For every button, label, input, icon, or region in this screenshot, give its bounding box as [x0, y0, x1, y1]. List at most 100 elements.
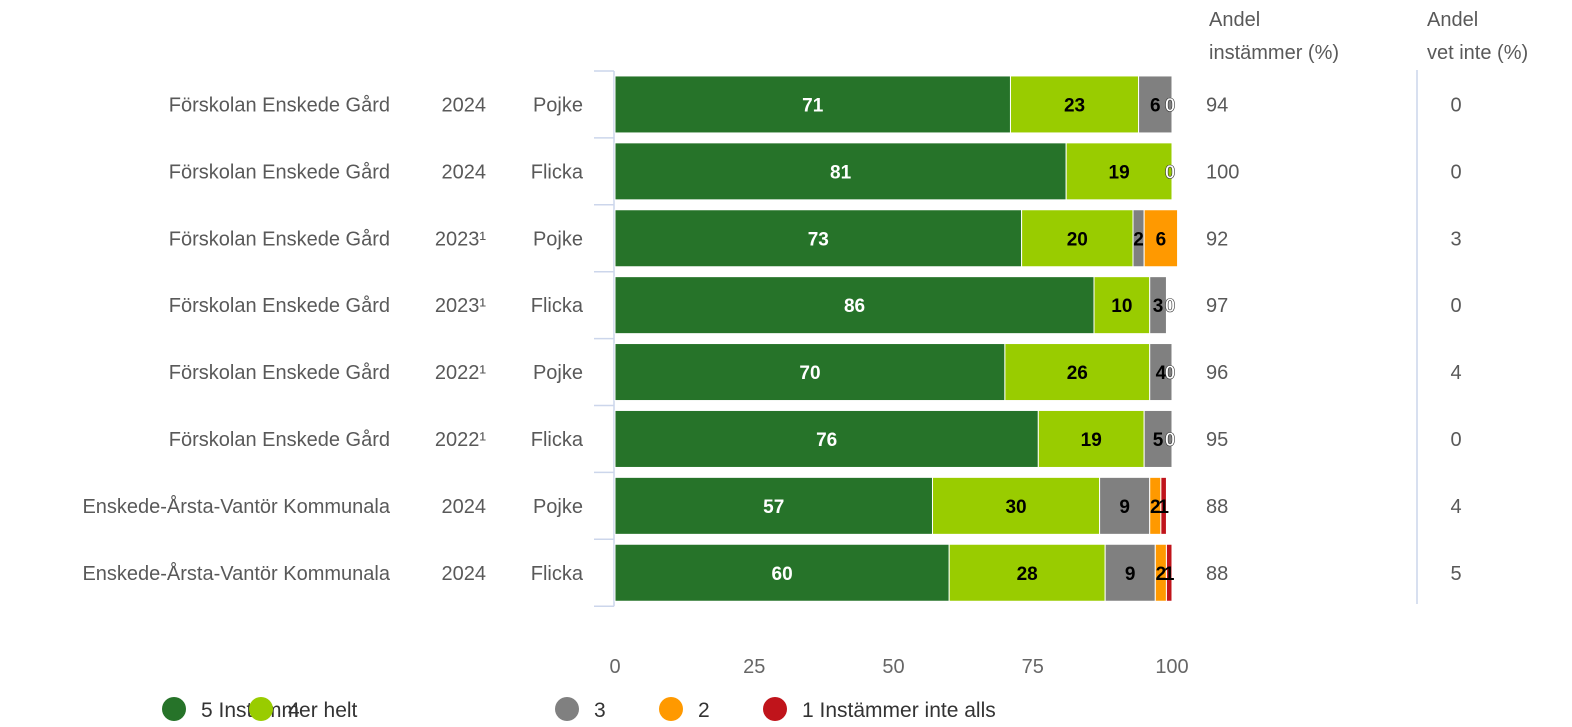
- row-year-label: 2022¹: [435, 362, 486, 384]
- row-unit-label: Förskolan Enskede Gård: [169, 228, 390, 250]
- row-year-label: 2024: [442, 563, 487, 585]
- agree-value: 95: [1206, 429, 1228, 451]
- bar-value-label: 0: [1165, 95, 1176, 116]
- bar-value-label: 1: [1164, 564, 1175, 585]
- bar-segment: [1021, 209, 1134, 268]
- bar-value-label: 73: [808, 229, 829, 250]
- bar-value-label: 0: [1165, 296, 1176, 317]
- row-gender-label: Pojke: [533, 228, 583, 250]
- legend-item[interactable]: 1 Instämmer inte alls: [763, 697, 996, 722]
- bar-segment: [614, 142, 1067, 201]
- row-year-label: 2024: [442, 161, 487, 183]
- bar-rows: Förskolan Enskede Gård 2024 Pojke 71 23 6 0 94 0…: [82, 75, 1462, 602]
- legend-marker: [249, 697, 273, 721]
- legend-item[interactable]: 3: [555, 697, 606, 722]
- bar-row: Förskolan Enskede Gård 2023¹ Pojke 73 20 2 6 92…: [169, 209, 1462, 268]
- bar-row: Enskede-Årsta-Vantör Kommunala 2024 Flicka…: [82, 543, 1462, 602]
- row-gender-label: Flicka: [531, 563, 584, 585]
- bar-segment: [1009, 75, 1140, 134]
- dontknow-value: 0: [1450, 429, 1461, 451]
- row-gender-label: Flicka: [531, 295, 584, 317]
- bar-value-label: 1: [1158, 497, 1169, 518]
- legend-item[interactable]: 2: [659, 697, 710, 722]
- row-year-label: 2023¹: [435, 228, 486, 250]
- row-gender-label: Pojke: [533, 496, 583, 518]
- bar-value-label: 6: [1156, 229, 1167, 250]
- agree-value: 88: [1206, 563, 1228, 585]
- bar-value-label: 20: [1067, 229, 1088, 250]
- agree-value: 96: [1206, 362, 1228, 384]
- legend-item[interactable]: 5 Instämmer helt: [162, 697, 358, 722]
- x-axis-ticks: 0 25 50 75 100: [609, 656, 1188, 678]
- bar-value-label: 71: [802, 95, 824, 116]
- row-gender-label: Flicka: [531, 429, 584, 451]
- bar-value-label: 3: [1153, 296, 1164, 317]
- x-tick-label: 75: [1022, 656, 1044, 678]
- bar-row: Förskolan Enskede Gård 2023¹ Flicka 86 10 3 0 9…: [169, 276, 1462, 335]
- row-gender-label: Pojke: [533, 362, 583, 384]
- category-axis: [594, 70, 615, 607]
- row-unit-label: Förskolan Enskede Gård: [169, 94, 390, 116]
- bar-value-label: 5: [1153, 430, 1164, 451]
- dontknow-value: 0: [1450, 94, 1461, 116]
- bar-segment: [1143, 209, 1179, 268]
- bar-value-label: 57: [763, 497, 784, 518]
- agree-value: 92: [1206, 228, 1228, 250]
- column-headers: Andel instämmer (%) Andel vet inte (%): [1209, 9, 1528, 64]
- bar-value-label: 19: [1109, 162, 1130, 183]
- bar-value-label: 30: [1005, 497, 1026, 518]
- bar-value-label: 70: [799, 363, 820, 384]
- x-tick-label: 0: [609, 656, 620, 678]
- bar-value-label: 6: [1150, 95, 1161, 116]
- bar-segment: [1149, 343, 1173, 402]
- bar-value-label: 2: [1133, 229, 1144, 250]
- legend-label: 1 Instämmer inte alls: [802, 699, 996, 722]
- bar-segment: [1149, 276, 1167, 335]
- row-unit-label: Enskede-Årsta-Vantör Kommunala: [82, 495, 390, 518]
- legend-marker: [555, 697, 579, 721]
- bar-value-label: 81: [830, 162, 852, 183]
- row-unit-label: Förskolan Enskede Gård: [169, 161, 390, 183]
- legend-label: 5 Instämmer helt: [201, 699, 358, 722]
- bar-value-label: 2: [1156, 564, 1167, 585]
- bar-segment: [1037, 409, 1145, 468]
- bar-value-label: 0: [1165, 162, 1176, 183]
- bar-row: Förskolan Enskede Gård 2024 Flicka 81 19 0 100…: [169, 142, 1462, 201]
- row-year-label: 2024: [442, 94, 487, 116]
- legend-marker: [659, 697, 683, 721]
- bar-value-label: 19: [1081, 430, 1102, 451]
- row-year-label: 2023¹: [435, 295, 486, 317]
- dontknow-value: 5: [1450, 563, 1461, 585]
- bar-value-label: 0: [1165, 363, 1176, 384]
- agree-header-line2: instämmer (%): [1209, 42, 1339, 64]
- bar-value-label: 2: [1150, 497, 1161, 518]
- bar-row: Förskolan Enskede Gård 2022¹ Flicka 76 19 5 0 9…: [169, 409, 1462, 468]
- bar-value-label: 76: [816, 430, 837, 451]
- bar-row: Förskolan Enskede Gård 2022¹ Pojke 70 26 40 96…: [169, 343, 1462, 402]
- dontknow-value: 3: [1450, 228, 1461, 250]
- bar-row: Förskolan Enskede Gård 2024 Pojke 71 23 6 0 94 0: [169, 75, 1462, 134]
- row-unit-label: Förskolan Enskede Gård: [169, 362, 390, 384]
- bar-value-label: 4: [1156, 363, 1167, 384]
- row-gender-label: Pojke: [533, 94, 583, 116]
- row-year-label: 2022¹: [435, 429, 486, 451]
- row-unit-label: Förskolan Enskede Gård: [169, 295, 390, 317]
- bar-segment: [614, 276, 1095, 335]
- legend-item[interactable]: 4: [249, 697, 300, 722]
- legend-label: 4: [288, 699, 300, 722]
- dontknow-value: 4: [1450, 362, 1461, 384]
- bar-segment: [948, 543, 1106, 602]
- bar-segment: [1099, 476, 1151, 535]
- bar-value-label: 23: [1064, 95, 1085, 116]
- agree-value: 100: [1206, 161, 1239, 183]
- bar-segment: [1004, 343, 1151, 402]
- bar-segment: [614, 543, 950, 602]
- bar-value-label: 0: [1165, 430, 1176, 451]
- bar-segment: [1104, 543, 1156, 602]
- bar-value-label: 60: [772, 564, 793, 585]
- bar-value-label: 10: [1111, 296, 1132, 317]
- legend-marker: [162, 697, 186, 721]
- row-unit-label: Enskede-Årsta-Vantör Kommunala: [82, 562, 390, 585]
